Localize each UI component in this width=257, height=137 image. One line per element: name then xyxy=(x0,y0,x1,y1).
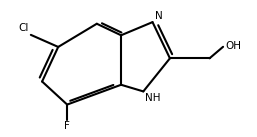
Text: N: N xyxy=(154,11,162,21)
Text: NH: NH xyxy=(145,93,161,103)
Text: F: F xyxy=(64,121,70,131)
Text: OH: OH xyxy=(225,41,241,51)
Text: Cl: Cl xyxy=(18,23,28,33)
